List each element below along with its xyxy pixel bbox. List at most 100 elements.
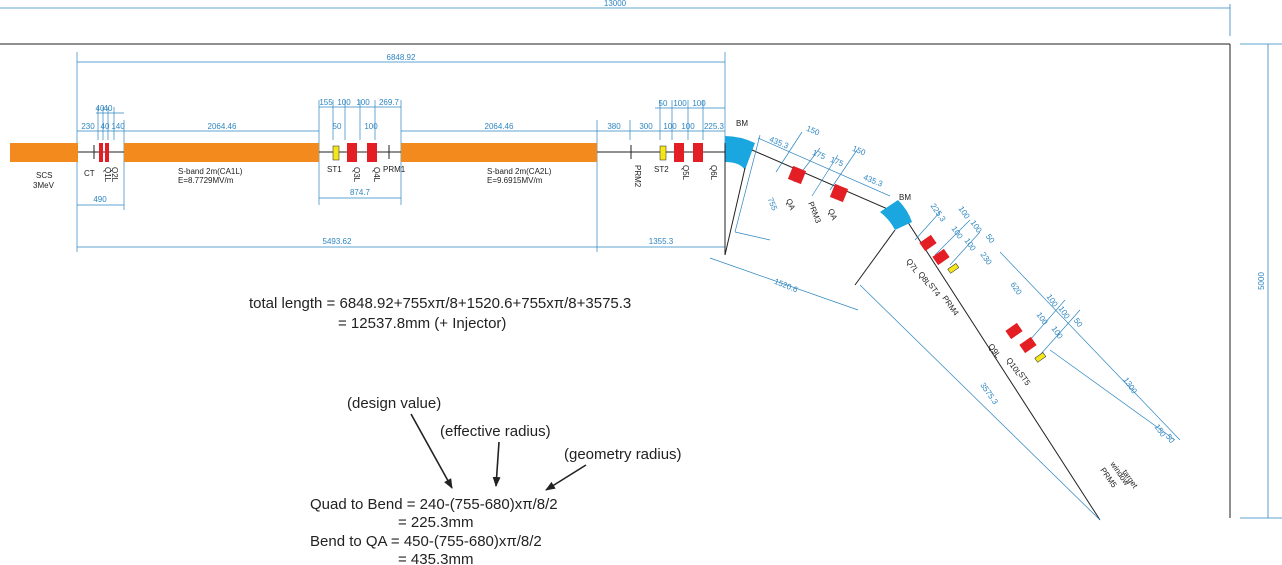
q6l-magnet xyxy=(693,143,703,162)
st4-label: ST4 xyxy=(926,281,942,299)
qa2-magnet xyxy=(829,183,849,203)
q4l-magnet xyxy=(367,143,377,162)
st5-label: ST5 xyxy=(1016,370,1032,388)
q2l-magnet xyxy=(105,143,109,162)
q2l-label: Q2L xyxy=(110,167,119,183)
seg-40a-label: 40 xyxy=(96,104,105,113)
seg-100f-label: 100 xyxy=(663,122,677,131)
bm1-bend-magnet xyxy=(725,136,755,170)
arc-755-label: 755 xyxy=(766,196,780,212)
annotation-arrows xyxy=(410,413,587,491)
seg-2064a-label: 2064.46 xyxy=(208,122,237,131)
prm4-label: PRM4 xyxy=(940,294,960,318)
seg-40c-label: 40 xyxy=(101,122,110,131)
d3-100c-label: 100 xyxy=(1035,311,1050,328)
seg-50b-label: 50 xyxy=(659,99,668,108)
d3-1300-label: 1300 xyxy=(1121,376,1139,396)
q9l-label: Q9L xyxy=(986,342,1002,360)
ca1l-field-label: E=8.7729MV/m xyxy=(178,176,234,185)
q5l-magnet xyxy=(674,143,684,162)
total-length-line1: total length = 6848.92+755xπ/8+1520.6+75… xyxy=(249,295,631,312)
overall-width-label: 13000 xyxy=(604,0,627,8)
bend-section-lines xyxy=(724,143,1101,521)
ca1l-label: S-band 2m(CA1L) xyxy=(178,167,243,176)
overall-height-label: 5000 xyxy=(1257,272,1266,290)
q7l-magnet xyxy=(919,234,937,252)
q1l-magnet xyxy=(99,143,103,162)
d3-3575-label: 3575.3 xyxy=(978,381,1000,407)
q8l-magnet xyxy=(932,248,950,266)
st1-label: ST1 xyxy=(327,165,342,174)
seg-269-label: 269.7 xyxy=(379,98,400,107)
q6l-label: Q6L xyxy=(709,165,718,181)
qa1-label: QA xyxy=(784,197,797,212)
overall-dimensions xyxy=(0,4,1282,519)
d2-100a-label: 100 xyxy=(957,205,972,222)
ct-label: CT xyxy=(84,169,95,178)
seg-100e-label: 100 xyxy=(692,99,706,108)
q5l-label: Q5L xyxy=(681,165,690,181)
linac-length-label: 6848.92 xyxy=(387,53,416,62)
seg-155-label: 155 xyxy=(319,98,333,107)
effective-radius-note: (effective radius) xyxy=(440,423,551,440)
seg-100g-label: 100 xyxy=(681,122,695,131)
prm3-label: PRM3 xyxy=(806,200,823,224)
q9l-magnet xyxy=(1005,322,1023,340)
q1l-label: Q1L xyxy=(103,167,112,183)
q10l-magnet xyxy=(1019,336,1037,354)
quad-to-bend-line1: Quad to Bend = 240-(755-680)xπ/8/2 xyxy=(310,496,558,513)
downstream-dimension-lines xyxy=(914,211,1181,441)
d3-50-label: 50 xyxy=(1072,316,1085,329)
ca2l-field-label: E=9.6915MV/m xyxy=(487,176,543,185)
bend-dimension-lines xyxy=(709,131,1101,521)
arc-435b-label: 435.3 xyxy=(862,173,884,189)
q3l-label: Q3L xyxy=(352,167,361,183)
ca2l-cavity xyxy=(401,143,597,162)
linac-dimension-lines xyxy=(76,52,726,252)
q4l-label: Q4L xyxy=(372,167,381,183)
bm1-label: BM xyxy=(736,119,748,128)
seg-100d-label: 100 xyxy=(673,99,687,108)
total-length-line2: = 12537.8mm (+ Injector) xyxy=(338,315,506,332)
seg-100a-label: 100 xyxy=(337,98,351,107)
geometry-radius-note: (geometry radius) xyxy=(564,446,682,463)
d2-100d-label: 100 xyxy=(963,237,978,254)
d3-100b-label: 100 xyxy=(1057,305,1072,322)
d3-100d-label: 100 xyxy=(1050,325,1065,342)
overall-frame xyxy=(0,43,1231,518)
d2-50-label: 50 xyxy=(984,232,997,245)
st5-steerer xyxy=(1034,352,1047,363)
st1-steerer xyxy=(332,145,340,161)
arc-175a-label: 175 xyxy=(811,148,827,162)
d3-100a-label: 100 xyxy=(1045,293,1060,310)
arc-150a-label: 150 xyxy=(805,124,821,138)
st4-steerer xyxy=(947,263,960,274)
scs-label: SCS xyxy=(36,171,52,180)
qa1-magnet xyxy=(787,165,807,185)
ca2l-label: S-band 2m(CA2L) xyxy=(487,167,552,176)
lower-span-1-label: 5493.62 xyxy=(323,237,352,246)
seg-100b-label: 100 xyxy=(356,98,370,107)
scs-energy-label: 3MeV xyxy=(33,181,55,190)
d2-620-label: 620 xyxy=(1009,281,1024,298)
arc-435a-label: 435.3 xyxy=(768,135,790,151)
seg-140-label: 140 xyxy=(111,122,125,131)
seg-100c-label: 100 xyxy=(364,122,378,131)
arc-1520-label: 1520.6 xyxy=(773,277,800,295)
segment-490-label: 490 xyxy=(93,195,107,204)
prm2-label: PRM2 xyxy=(633,165,642,188)
bm2-bend-magnet xyxy=(880,200,912,230)
seg-230-label: 230 xyxy=(81,122,95,131)
seg-50a-label: 50 xyxy=(333,122,342,131)
quad-to-bend-line2: = 225.3mm xyxy=(398,514,473,531)
ca1l-cavity xyxy=(124,143,319,162)
scs-gun xyxy=(10,143,78,162)
qa2-label: QA xyxy=(826,207,839,222)
d2-230-label: 230 xyxy=(979,251,994,268)
prm1-label: PRM1 xyxy=(383,165,406,174)
seg-40b-label: 40 xyxy=(104,104,113,113)
lower-span-2-label: 1355.3 xyxy=(649,237,674,246)
bend-to-qa-line1: Bend to QA = 450-(755-680)xπ/8/2 xyxy=(310,533,542,550)
q3l-magnet xyxy=(347,143,357,162)
